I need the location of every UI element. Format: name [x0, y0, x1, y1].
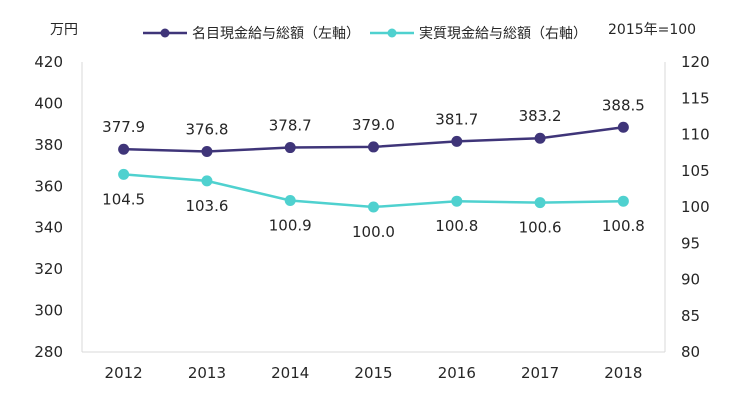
- left-tick-label: 400: [34, 94, 63, 112]
- data-label: 100.0: [352, 223, 395, 241]
- legend-item-real: 実質現金給与総額（右軸）: [370, 26, 587, 42]
- data-label: 379.0: [352, 116, 395, 134]
- data-point: [201, 145, 213, 157]
- data-point: [118, 168, 130, 180]
- data-label: 377.9: [102, 118, 145, 136]
- data-point: [284, 142, 296, 154]
- right-tick-label: 105: [681, 162, 710, 180]
- data-label: 388.5: [602, 96, 645, 114]
- data-point: [617, 121, 629, 133]
- data-label: 104.5: [102, 190, 145, 208]
- data-point: [451, 195, 463, 207]
- x-tick-label: 2018: [604, 364, 642, 382]
- series-real: 104.5 103.6 100.9 100.0 100.8 100.6 100.8: [102, 168, 645, 241]
- right-tick-label: 80: [681, 343, 700, 361]
- left-tick-label: 360: [34, 177, 63, 195]
- left-axis-unit: 万円: [50, 22, 78, 38]
- x-tick-label: 2012: [105, 364, 143, 382]
- data-point: [534, 132, 546, 144]
- data-label: 103.6: [185, 197, 228, 215]
- x-tick-label: 2015: [354, 364, 392, 382]
- x-tick-label: 2014: [271, 364, 309, 382]
- data-point: [201, 175, 213, 187]
- legend-marker-nominal: [160, 28, 170, 38]
- x-tick-label: 2016: [438, 364, 476, 382]
- data-point: [368, 141, 379, 153]
- legend-label-real: 実質現金給与総額（右軸）: [419, 26, 587, 42]
- x-tick-label: 2013: [188, 364, 226, 382]
- legend-marker-real: [387, 28, 397, 38]
- left-tick-label: 320: [34, 260, 63, 278]
- legend-item-nominal: 名目現金給与総額（左軸）: [143, 26, 360, 42]
- legend: 名目現金給与総額（左軸） 実質現金給与総額（右軸）: [143, 26, 587, 42]
- right-tick-label: 120: [681, 53, 710, 71]
- data-point: [451, 135, 463, 147]
- data-point: [534, 197, 546, 209]
- data-label: 100.6: [519, 219, 562, 237]
- left-tick-label: 280: [34, 343, 63, 361]
- x-tick-label: 2017: [521, 364, 559, 382]
- right-axis-ticks: 80 85 90 95 100 105 110 115 120: [681, 53, 710, 361]
- right-tick-label: 110: [681, 126, 710, 144]
- data-label: 383.2: [519, 107, 562, 125]
- data-label: 376.8: [185, 120, 228, 138]
- left-tick-label: 300: [34, 302, 63, 320]
- right-tick-label: 100: [681, 198, 710, 216]
- left-tick-label: 340: [34, 219, 63, 237]
- legend-label-nominal: 名目現金給与総額（左軸）: [192, 26, 360, 42]
- data-label: 100.8: [435, 217, 478, 235]
- series-layer: 377.9 376.8 378.7 379.0 381.7 383.2 388.5 104.5…: [102, 96, 645, 241]
- right-tick-label: 85: [681, 307, 700, 325]
- data-label: 378.7: [269, 117, 312, 135]
- data-label: 100.9: [269, 216, 312, 234]
- left-tick-label: 420: [34, 53, 63, 71]
- data-point: [118, 143, 130, 155]
- x-axis-ticks: 2012 2013 2014 2015 2016 2017 2018: [105, 364, 643, 382]
- data-label: 381.7: [435, 110, 478, 128]
- base-year-note: 2015年=100: [608, 22, 696, 38]
- right-tick-label: 90: [681, 271, 700, 289]
- right-tick-label: 115: [681, 89, 710, 107]
- data-point: [368, 201, 379, 213]
- left-axis-ticks: 280 300 320 340 360 380 400 420: [34, 53, 63, 361]
- data-point: [284, 194, 296, 206]
- data-point: [617, 195, 629, 207]
- right-tick-label: 95: [681, 234, 700, 252]
- series-nominal: 377.9 376.8 378.7 379.0 381.7 383.2 388.5: [102, 96, 645, 157]
- data-label: 100.8: [602, 217, 645, 235]
- left-tick-label: 380: [34, 136, 63, 154]
